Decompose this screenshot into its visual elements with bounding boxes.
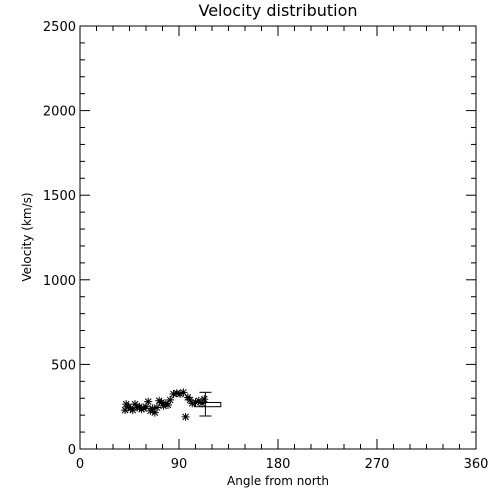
y-tick-label: 1000 [43,274,76,289]
data-point [166,395,175,404]
y-tick-label: 500 [51,358,76,373]
data-point [176,390,185,399]
data-point [150,408,159,417]
data-point [157,398,166,407]
data-point [142,402,150,411]
data-point [200,395,209,404]
data-point [148,404,157,413]
axis-tick-labels: 0 90 180 270 360 0 500 1000 1500 2000 2500 [43,20,489,472]
data-point [194,396,203,405]
plot-frame [79,25,477,450]
summary-box [193,401,222,408]
data-point [164,401,172,410]
data-point [172,389,181,398]
y-tick-label: 0 [68,443,76,458]
axis-ticks [79,25,477,450]
y-axis-label: Velocity (km/s) [20,192,34,281]
x-tick-label: 270 [365,457,390,472]
data-point [179,388,188,397]
data-points [121,388,209,421]
y-tick-label: 2500 [43,20,76,35]
chart-title: Velocity distribution [198,1,357,20]
data-point [186,395,194,404]
data-point [181,412,190,421]
data-point [133,403,142,412]
x-tick-label: 0 [76,457,84,472]
x-tick-label: 180 [266,457,291,472]
data-point [131,400,139,409]
x-tick-label: 90 [171,457,188,472]
y-tick-label: 2000 [43,105,76,120]
y-tick-label: 1500 [43,189,76,204]
data-point [144,397,153,406]
data-point [153,403,161,412]
data-point [128,406,137,415]
data-point [169,390,178,399]
data-point [121,406,130,415]
summary-marks [193,391,222,417]
data-point [198,399,207,408]
x-tick-label: 360 [464,457,489,472]
data-point [137,405,146,414]
x-axis-label: Angle from north [227,474,329,488]
data-point [188,399,197,408]
